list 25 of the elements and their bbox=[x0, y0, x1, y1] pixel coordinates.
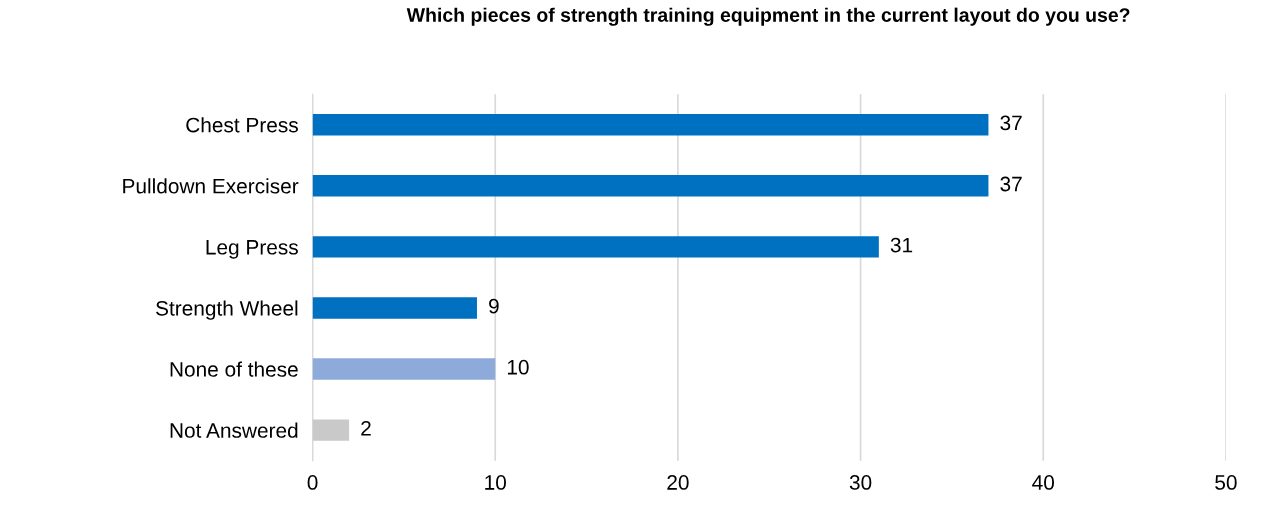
y-tick-label: None of these bbox=[170, 361, 298, 377]
y-tick-label: Strength Wheel bbox=[156, 300, 298, 320]
y-tick-label: Pulldown Exerciser bbox=[123, 178, 299, 194]
x-tick-label: 50 bbox=[1215, 475, 1237, 490]
y-tick-label: Leg Press bbox=[206, 240, 298, 259]
x-tick-label: 0 bbox=[307, 475, 318, 490]
bar bbox=[312, 175, 989, 197]
data-label: 10 bbox=[507, 359, 529, 375]
bar bbox=[312, 297, 477, 319]
data-label: 37 bbox=[1000, 115, 1022, 131]
y-tick-label: Chest Press bbox=[186, 117, 298, 133]
bar bbox=[312, 419, 350, 441]
bar bbox=[312, 358, 496, 380]
x-tick-label: 10 bbox=[485, 475, 507, 490]
data-label: 31 bbox=[890, 237, 913, 253]
y-tick-label: Not Answered bbox=[170, 422, 298, 438]
bar bbox=[312, 114, 989, 136]
data-label: 2 bbox=[361, 420, 371, 436]
data-label: 9 bbox=[489, 298, 499, 314]
x-tick-label: 40 bbox=[1032, 475, 1055, 490]
chart-title: Which pieces of strength training equipment in the current layout do you use? bbox=[406, 7, 1130, 26]
x-tick-label: 20 bbox=[667, 475, 689, 490]
bar bbox=[312, 236, 879, 258]
data-label: 37 bbox=[1000, 176, 1022, 192]
x-tick-label: 30 bbox=[849, 475, 872, 490]
